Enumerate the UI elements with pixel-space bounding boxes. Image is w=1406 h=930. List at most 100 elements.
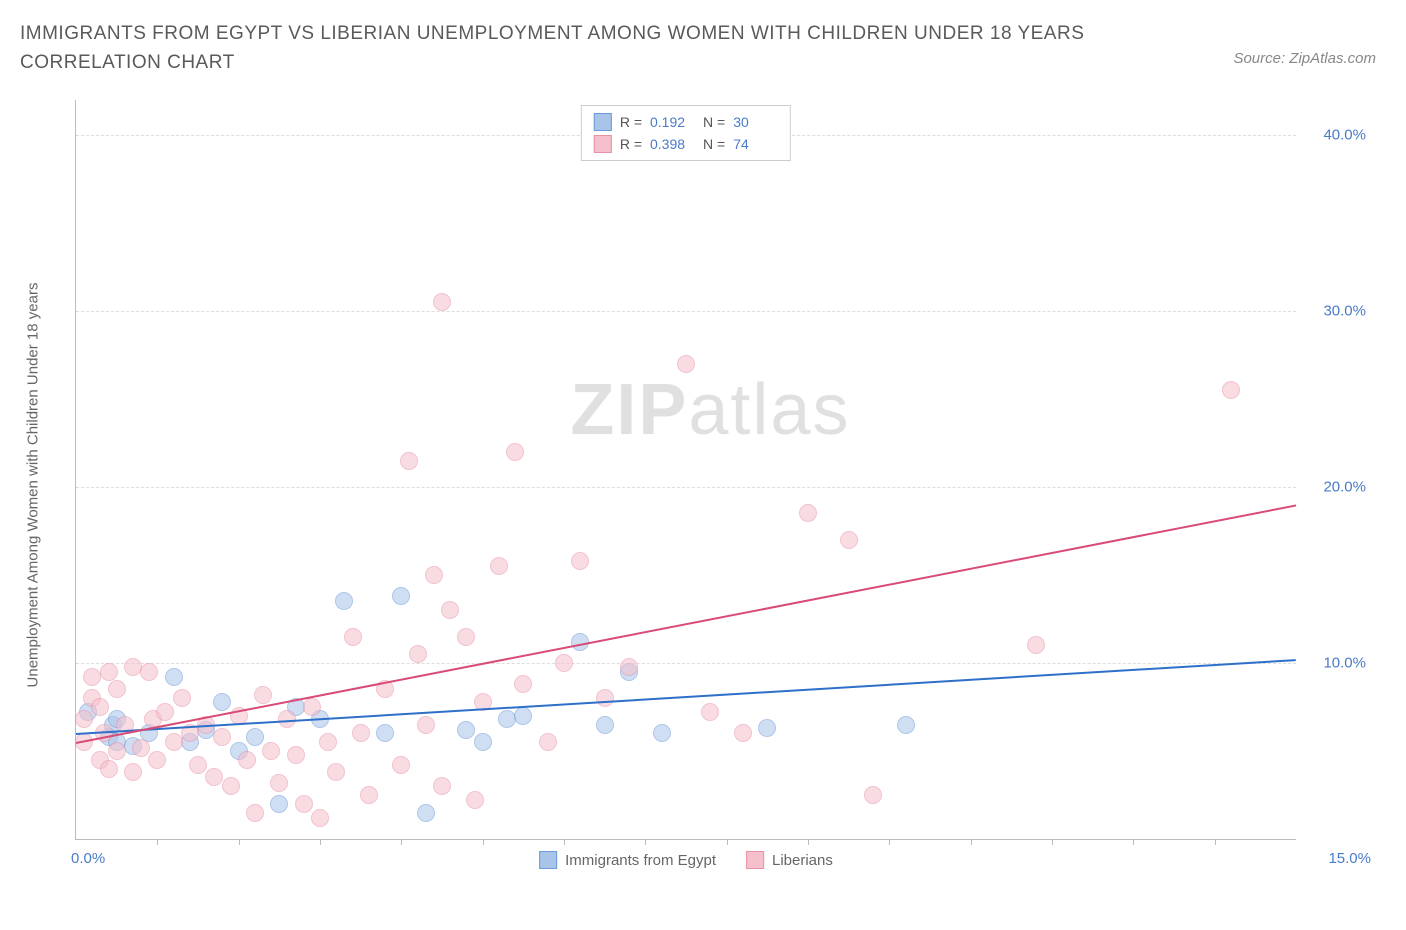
- scatter-point: [75, 710, 93, 728]
- scatter-point: [165, 668, 183, 686]
- x-tick: [1133, 839, 1134, 845]
- x-tick: [645, 839, 646, 845]
- scatter-point: [799, 504, 817, 522]
- scatter-point: [91, 698, 109, 716]
- legend-n-label: N =: [703, 136, 725, 152]
- x-tick: [1215, 839, 1216, 845]
- watermark-light: atlas: [688, 370, 850, 450]
- x-tick: [239, 839, 240, 845]
- correlation-legend: R = 0.192 N = 30 R = 0.398 N = 74: [581, 105, 791, 161]
- x-tick: [483, 839, 484, 845]
- x-tick: [889, 839, 890, 845]
- scatter-point: [734, 724, 752, 742]
- scatter-point: [352, 724, 370, 742]
- scatter-point: [466, 791, 484, 809]
- scatter-point: [100, 760, 118, 778]
- scatter-point: [490, 557, 508, 575]
- scatter-point: [295, 795, 313, 813]
- legend-n-egypt: 30: [733, 114, 778, 130]
- chart-title: IMMIGRANTS FROM EGYPT VS LIBERIAN UNEMPL…: [20, 20, 1120, 77]
- scatter-point: [132, 739, 150, 757]
- scatter-point: [457, 721, 475, 739]
- scatter-point: [758, 719, 776, 737]
- scatter-point: [360, 786, 378, 804]
- legend-n-label: N =: [703, 114, 725, 130]
- scatter-point: [246, 804, 264, 822]
- scatter-point: [262, 742, 280, 760]
- x-tick: [320, 839, 321, 845]
- scatter-point: [303, 698, 321, 716]
- legend-row-liberians: R = 0.398 N = 74: [594, 133, 778, 155]
- scatter-point: [400, 452, 418, 470]
- scatter-point: [840, 531, 858, 549]
- x-tick: [564, 839, 565, 845]
- scatter-point: [701, 703, 719, 721]
- bottom-legend-egypt: Immigrants from Egypt: [539, 851, 716, 869]
- scatter-point: [1027, 636, 1045, 654]
- scatter-point: [254, 686, 272, 704]
- scatter-point: [433, 293, 451, 311]
- gridline: [76, 311, 1296, 312]
- scatter-point: [213, 728, 231, 746]
- x-tick: [157, 839, 158, 845]
- scatter-point: [335, 592, 353, 610]
- legend-row-egypt: R = 0.192 N = 30: [594, 111, 778, 133]
- legend-n-liberians: 74: [733, 136, 778, 152]
- scatter-point: [376, 724, 394, 742]
- scatter-point: [555, 654, 573, 672]
- legend-r-egypt: 0.192: [650, 114, 695, 130]
- scatter-point: [514, 707, 532, 725]
- scatter-point: [222, 777, 240, 795]
- scatter-point: [425, 566, 443, 584]
- bottom-swatch-liberians: [746, 851, 764, 869]
- scatter-point: [319, 733, 337, 751]
- scatter-point: [173, 689, 191, 707]
- y-axis-label: Unemployment Among Women with Children U…: [25, 283, 42, 688]
- scatter-point: [441, 601, 459, 619]
- scatter-point: [506, 443, 524, 461]
- y-tick-label: 10.0%: [1306, 655, 1366, 672]
- scatter-point: [213, 693, 231, 711]
- scatter-point: [124, 763, 142, 781]
- scatter-point: [344, 628, 362, 646]
- scatter-point: [108, 680, 126, 698]
- scatter-point: [148, 751, 166, 769]
- y-tick-label: 20.0%: [1306, 479, 1366, 496]
- bottom-legend-liberians: Liberians: [746, 851, 833, 869]
- bottom-label-liberians: Liberians: [772, 852, 833, 869]
- scatter-point: [433, 777, 451, 795]
- scatter-point: [864, 786, 882, 804]
- trend-line: [76, 505, 1296, 744]
- plot-area: ZIPatlas R = 0.192 N = 30 R = 0.398 N = …: [75, 100, 1296, 840]
- legend-swatch-egypt: [594, 113, 612, 131]
- y-tick-label: 40.0%: [1306, 127, 1366, 144]
- scatter-point: [474, 733, 492, 751]
- scatter-point: [571, 552, 589, 570]
- scatter-point: [270, 795, 288, 813]
- legend-r-liberians: 0.398: [650, 136, 695, 152]
- scatter-point: [124, 658, 142, 676]
- scatter-point: [270, 774, 288, 792]
- x-axis-max-label: 15.0%: [1328, 850, 1371, 867]
- source-attribution: Source: ZipAtlas.com: [1233, 50, 1376, 67]
- scatter-point: [165, 733, 183, 751]
- scatter-point: [620, 658, 638, 676]
- scatter-point: [653, 724, 671, 742]
- scatter-point: [596, 689, 614, 707]
- bottom-legend: Immigrants from Egypt Liberians: [539, 851, 833, 869]
- legend-swatch-liberians: [594, 135, 612, 153]
- scatter-point: [457, 628, 475, 646]
- x-tick: [971, 839, 972, 845]
- scatter-point: [392, 756, 410, 774]
- scatter-point: [417, 804, 435, 822]
- scatter-point: [409, 645, 427, 663]
- scatter-point: [246, 728, 264, 746]
- bottom-label-egypt: Immigrants from Egypt: [565, 852, 716, 869]
- scatter-point: [1222, 381, 1240, 399]
- watermark-bold: ZIP: [570, 370, 688, 450]
- chart-container: Unemployment Among Women with Children U…: [55, 100, 1296, 870]
- scatter-point: [100, 663, 118, 681]
- scatter-point: [108, 742, 126, 760]
- scatter-point: [140, 663, 158, 681]
- scatter-point: [238, 751, 256, 769]
